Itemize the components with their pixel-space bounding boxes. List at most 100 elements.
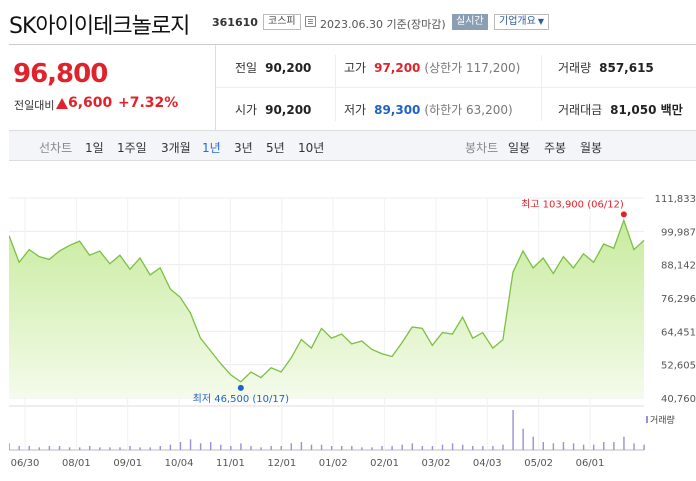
title-row: SK아이이테크놀로지 361610 코스피 2023.06.30 기준(장마감)… xyxy=(0,0,696,44)
date-text: 2023.06.30 기준(장마감) xyxy=(320,18,446,31)
stock-code: 361610 xyxy=(212,16,258,29)
volume-bar xyxy=(18,446,20,450)
x-tick-label: 09/01 xyxy=(113,458,142,469)
volume-bar xyxy=(220,444,222,450)
volume-bar xyxy=(542,442,545,450)
volume-bar xyxy=(9,443,10,450)
company-info-dropdown[interactable]: 기업개요 ▼ xyxy=(494,14,549,30)
x-tick-label: 06/30 xyxy=(11,458,40,469)
volume-bar xyxy=(230,446,232,450)
upper-limit: (상한가 117,200) xyxy=(424,61,521,75)
x-tick-label: 03/02 xyxy=(421,458,450,469)
chevron-down-icon: ▼ xyxy=(537,17,544,26)
price-summary: 96,800 전일대비 6,600 +7.32% 전일 90,200 고가 97,2… xyxy=(9,44,696,130)
period-1w[interactable]: 1주일 xyxy=(117,141,147,155)
realtime-button[interactable]: 실시간 xyxy=(452,14,488,30)
stat-amount: 거래대금 81,050 백만 xyxy=(558,101,683,118)
volume-bar xyxy=(482,446,484,450)
stat-prev: 전일 90,200 xyxy=(235,59,311,76)
stat-label: 거래대금 xyxy=(558,103,603,117)
stat-value: 857,615 xyxy=(599,61,654,75)
candle-weekly[interactable]: 주봉 xyxy=(544,141,567,155)
period-5y[interactable]: 5년 xyxy=(266,141,285,155)
x-axis: 06/30 08/01 09/01 10/04 11/01 12/01 01/02 02/01… xyxy=(11,458,605,469)
stat-value: 90,200 xyxy=(265,103,312,117)
current-price-block: 96,800 전일대비 6,600 +7.32% xyxy=(9,45,216,130)
divider xyxy=(541,55,542,121)
volume-bar xyxy=(78,447,81,450)
volume-bar xyxy=(381,446,383,450)
volume-bar xyxy=(613,442,615,450)
volume-bar xyxy=(593,444,595,450)
volume-bar xyxy=(361,447,363,450)
stat-value: 97,200 xyxy=(374,61,421,75)
volume-bar xyxy=(199,443,202,450)
volume-bar xyxy=(270,446,272,450)
stat-value: 81,050 백만 xyxy=(610,103,683,117)
x-tick-label: 06/01 xyxy=(576,458,605,469)
candle-monthly[interactable]: 월봉 xyxy=(580,141,603,155)
candle-daily[interactable]: 일봉 xyxy=(508,141,531,155)
volume-bar xyxy=(623,436,625,450)
volume-bar xyxy=(603,442,605,450)
volume-bar xyxy=(492,446,494,450)
volume-bar xyxy=(179,442,182,450)
volume-bar xyxy=(260,447,262,450)
y-tick-label: 64,451 xyxy=(661,327,696,338)
volume-bar xyxy=(290,443,293,450)
period-1y[interactable]: 1년 xyxy=(202,141,221,155)
x-tick-label: 04/03 xyxy=(473,458,502,469)
volume-bar xyxy=(562,442,565,450)
period-3m[interactable]: 3개월 xyxy=(161,141,191,155)
stat-high: 고가 97,200 (상한가 117,200) xyxy=(344,59,520,76)
volume-bar xyxy=(552,443,555,450)
up-arrow-icon xyxy=(56,98,68,109)
high-label: 최고 103,900 (06/12) xyxy=(521,198,624,210)
candle-chart-label: 봉차트 xyxy=(465,141,499,155)
divider xyxy=(216,87,696,88)
volume-bar xyxy=(28,446,30,450)
stat-value: 90,200 xyxy=(265,61,312,75)
volume-bars xyxy=(9,410,645,450)
volume-bar xyxy=(391,446,393,450)
line-chart-label: 선차트 xyxy=(39,141,73,155)
period-nav: 선차트 1일 1주일 3개월 1년 3년 5년 10년 봉차트 일봉 주봉 월봉 xyxy=(9,130,696,161)
volume-bar xyxy=(351,446,353,450)
volume-bar xyxy=(99,447,101,450)
volume-bar xyxy=(633,443,635,450)
volume-bar xyxy=(48,446,51,450)
volume-bar xyxy=(421,446,424,450)
stat-label: 거래량 xyxy=(558,61,592,75)
stat-value: 89,300 xyxy=(374,103,421,117)
volume-bar xyxy=(502,444,504,450)
y-tick-label: 88,142 xyxy=(661,261,696,272)
volume-bar xyxy=(512,410,514,450)
volume-bar xyxy=(451,443,454,450)
low-marker xyxy=(237,384,244,391)
stat-label: 전일 xyxy=(235,61,258,75)
stat-volume: 거래량 857,615 xyxy=(558,59,654,76)
stat-label: 저가 xyxy=(344,103,367,117)
volume-bar xyxy=(129,446,131,450)
y-axis: 111,833 99,987 88,142 76,296 64,451 52,605 40,… xyxy=(655,194,696,405)
price-line xyxy=(9,218,645,383)
y-tick-label: 111,833 xyxy=(655,194,696,205)
volume-bar xyxy=(330,446,333,450)
x-tick-label: 02/01 xyxy=(370,458,399,469)
volume-bar xyxy=(240,443,242,450)
volume-bar xyxy=(300,442,303,450)
volume-bar xyxy=(209,442,212,450)
diff-value: 6,600 xyxy=(68,95,113,111)
period-1d[interactable]: 1일 xyxy=(85,141,104,155)
volume-bar xyxy=(341,446,343,450)
volume-bar xyxy=(532,436,534,450)
stock-name: SK아이이테크놀로지 xyxy=(9,14,190,39)
volume-bar xyxy=(310,444,313,450)
volume-bar xyxy=(643,444,645,450)
high-marker xyxy=(620,211,627,218)
market-badge: 코스피 xyxy=(263,14,301,30)
period-3y[interactable]: 3년 xyxy=(234,141,253,155)
y-tick-label: 99,987 xyxy=(661,227,696,238)
period-10y[interactable]: 10년 xyxy=(298,141,325,155)
